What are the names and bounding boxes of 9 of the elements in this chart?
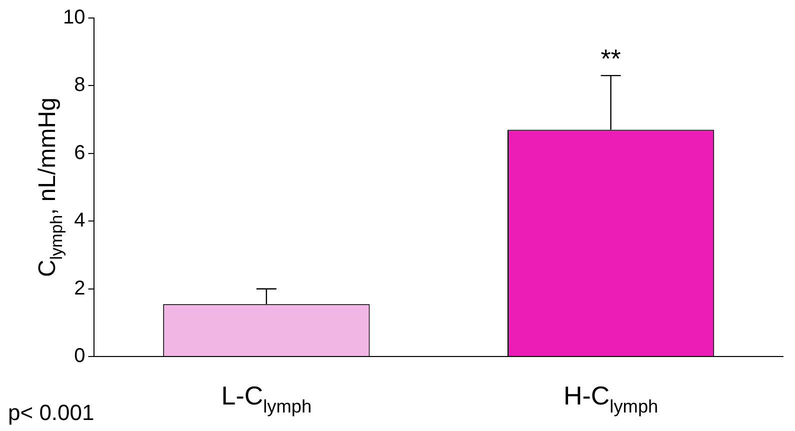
annotation: ** [600, 44, 621, 74]
text: p< 0.001 [8, 400, 94, 425]
y-tick-label: 8 [74, 74, 86, 96]
y-tick-label: 2 [74, 277, 86, 300]
y-tick-label: 0 [74, 345, 86, 368]
y-tick-label: 10 [62, 6, 86, 29]
y-tick-label: 6 [74, 142, 86, 164]
y-axis-title: Clymph, nL/mmHg [34, 98, 66, 278]
y-tick-label: 4 [74, 210, 86, 232]
